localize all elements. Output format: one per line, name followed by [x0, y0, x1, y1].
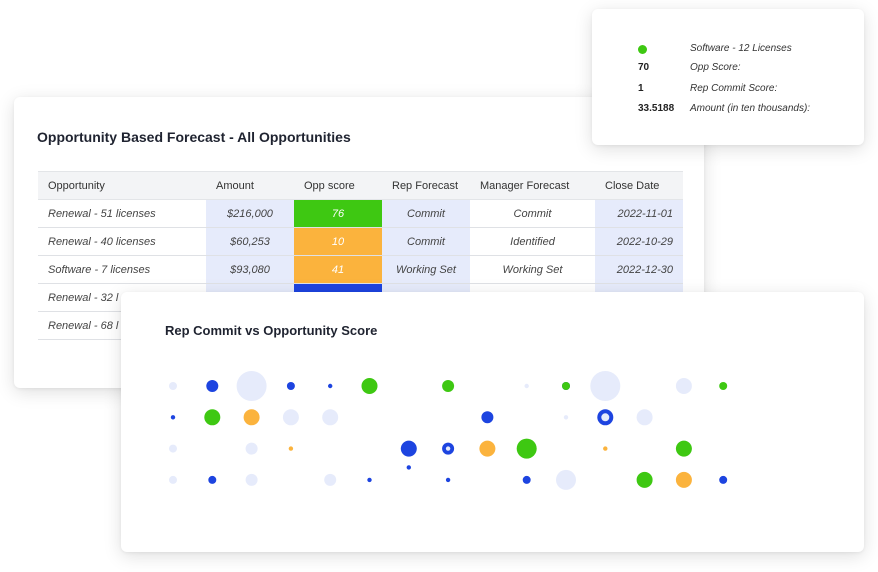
- data-point[interactable]: [282, 409, 299, 426]
- column-header-opportunity[interactable]: Opportunity: [38, 171, 206, 200]
- data-point[interactable]: [243, 409, 260, 426]
- tooltip-rep-commit-value: 1: [638, 83, 644, 94]
- data-point[interactable]: [245, 442, 258, 455]
- tooltip-amount-row: 33.5188 Amount (in ten thousands):: [592, 101, 864, 119]
- tooltip-opp-score-label: Opp Score:: [690, 62, 741, 73]
- column-header-opp-score[interactable]: Opp score: [294, 171, 382, 200]
- data-point[interactable]: [675, 440, 692, 457]
- data-point[interactable]: [563, 415, 569, 420]
- cell-rep-forecast: Commit: [382, 227, 470, 256]
- cell-opp-score: 41: [294, 255, 382, 284]
- scatter-card: Rep Commit vs Opportunity Score: [121, 292, 864, 552]
- data-point[interactable]: [170, 415, 176, 420]
- column-header-amount[interactable]: Amount: [206, 171, 294, 200]
- data-point[interactable]: [562, 382, 570, 390]
- tooltip-amount-label: Amount (in ten thousands):: [690, 103, 811, 114]
- data-point[interactable]: [204, 409, 221, 426]
- cell-opp-score: 76: [294, 199, 382, 228]
- tooltip-amount-value: 33.5188: [638, 103, 675, 114]
- data-point[interactable]: [328, 383, 333, 389]
- data-point[interactable]: [286, 382, 295, 390]
- cell-close-date: 2022-11-01: [595, 199, 683, 228]
- data-point[interactable]: [361, 378, 378, 394]
- cell-opportunity: Software - 7 licenses: [38, 255, 206, 284]
- data-point[interactable]: [322, 409, 339, 426]
- cell-manager-forecast: Working Set: [470, 255, 595, 284]
- data-point[interactable]: [556, 469, 576, 490]
- data-point[interactable]: [406, 465, 411, 470]
- bubble-chart: [169, 371, 728, 490]
- tooltip-rep-commit-row: 1 Rep Commit Score:: [592, 81, 864, 99]
- data-point[interactable]: [324, 473, 337, 486]
- data-point[interactable]: [206, 380, 219, 392]
- data-point[interactable]: [719, 475, 728, 484]
- cell-manager-forecast: Commit: [470, 199, 595, 228]
- data-point[interactable]: [245, 473, 258, 486]
- tooltip-opp-score-row: 70 Opp Score:: [592, 60, 864, 78]
- data-point[interactable]: [636, 409, 653, 426]
- series-color-dot-icon: [638, 45, 647, 54]
- cell-close-date: 2022-12-30: [595, 255, 683, 284]
- tooltip-rep-commit-label: Rep Commit Score:: [690, 83, 778, 94]
- data-point[interactable]: [590, 371, 621, 401]
- forecast-card: Opportunity Based Forecast - All Opportu…: [14, 97, 704, 388]
- cell-amount: $216,000: [206, 199, 294, 228]
- cell-opp-score: 10: [294, 227, 382, 256]
- cell-rep-forecast: Working Set: [382, 255, 470, 284]
- cell-close-date: 2022-10-29: [595, 227, 683, 256]
- data-point[interactable]: [442, 380, 455, 392]
- data-point[interactable]: [481, 411, 494, 424]
- data-point[interactable]: [445, 477, 451, 483]
- data-point[interactable]: [169, 475, 177, 484]
- data-point[interactable]: [601, 413, 610, 422]
- data-point[interactable]: [236, 371, 267, 401]
- cell-manager-forecast: Identified: [470, 227, 595, 256]
- data-point[interactable]: [675, 471, 692, 488]
- data-point[interactable]: [400, 440, 417, 457]
- data-point[interactable]: [367, 477, 372, 483]
- data-point[interactable]: [719, 382, 728, 390]
- forecast-title: Opportunity Based Forecast - All Opportu…: [37, 129, 351, 145]
- data-point[interactable]: [522, 475, 531, 484]
- data-point[interactable]: [516, 438, 537, 459]
- cell-opportunity: Renewal - 51 licenses: [38, 199, 206, 228]
- table-row[interactable]: Renewal - 51 licenses $216,000 76 Commit Com…: [38, 199, 683, 228]
- tooltip-series-row: Software - 12 Licenses: [592, 41, 864, 59]
- data-point[interactable]: [169, 444, 177, 453]
- data-point[interactable]: [288, 446, 294, 451]
- data-point[interactable]: [208, 475, 217, 484]
- table-header-row: Opportunity Amount Opp score Rep Forecas…: [38, 171, 683, 200]
- tooltip-opp-score-value: 70: [638, 62, 650, 73]
- cell-amount: $60,253: [206, 227, 294, 256]
- data-point[interactable]: [636, 471, 653, 488]
- cell-amount: $93,080: [206, 255, 294, 284]
- data-point[interactable]: [524, 383, 529, 389]
- tooltip-series-label: Software - 12 Licenses: [690, 43, 792, 54]
- point-tooltip: Software - 12 Licenses 70 Opp Score: 1 R…: [592, 9, 864, 145]
- data-point[interactable]: [603, 446, 608, 451]
- cell-opportunity: Renewal - 40 licenses: [38, 227, 206, 256]
- data-point[interactable]: [479, 440, 496, 457]
- column-header-close-date[interactable]: Close Date: [595, 171, 683, 200]
- table-row[interactable]: Renewal - 40 licenses $60,253 10 Commit Iden…: [38, 227, 683, 256]
- data-point[interactable]: [445, 446, 451, 451]
- cell-rep-forecast: Commit: [382, 199, 470, 228]
- scatter-title: Rep Commit vs Opportunity Score: [165, 323, 378, 338]
- column-header-manager-forecast[interactable]: Manager Forecast: [470, 171, 595, 200]
- data-point[interactable]: [169, 382, 177, 390]
- column-header-rep-forecast[interactable]: Rep Forecast: [382, 171, 470, 200]
- data-point[interactable]: [675, 378, 692, 394]
- table-row[interactable]: Software - 7 licenses $93,080 41 Working Se…: [38, 255, 683, 284]
